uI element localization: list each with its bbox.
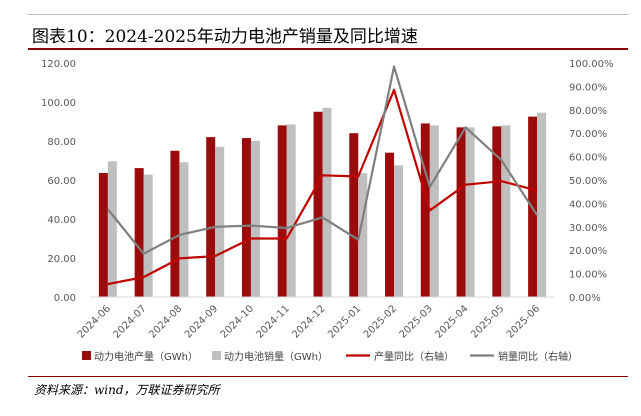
right-tick-label: 50.00% (569, 176, 607, 187)
production-yoy-line (107, 88, 538, 286)
production-bar (492, 126, 502, 297)
line-series-group (107, 65, 539, 286)
legend-sales-label: 动力电池销量（GWh） (224, 350, 328, 363)
sales-yoy-line (107, 65, 539, 255)
production-bar (98, 172, 108, 297)
legend-sales-swatch (212, 351, 221, 360)
sales-bar (179, 162, 189, 297)
sales-bar (537, 112, 547, 297)
production-bar (313, 111, 323, 297)
x-tick-label: 2025-04 (433, 303, 470, 340)
bar-series-group (98, 107, 547, 298)
production-bar (349, 133, 359, 297)
sales-bar (429, 125, 439, 298)
production-bar (420, 123, 430, 297)
x-tick-label: 2024-07 (111, 303, 148, 340)
legend-production-label: 动力电池产量（GWh） (94, 350, 198, 363)
right-tick-label: 0.00% (569, 293, 601, 304)
legend-sales-item: 动力电池销量（GWh） (212, 350, 328, 363)
right-tick-label: 80.00% (569, 106, 607, 117)
legend: 动力电池产量（GWh） 动力电池销量（GWh） 产量同比（右轴） 销量同比（右轴） (82, 350, 578, 363)
right-tick-label: 40.00% (569, 199, 607, 210)
left-tick-label: 0.00 (54, 293, 76, 304)
sales-bar (250, 141, 260, 297)
right-tick-label: 60.00% (569, 153, 607, 164)
left-tick-label: 100.00 (41, 98, 76, 109)
sales-bar (358, 173, 368, 297)
left-tick-label: 80.00 (47, 137, 76, 148)
right-y-axis: 0.00% 10.00% 20.00% 30.00% 40.00% 50.00% 60.00… (569, 59, 614, 304)
sales-bar (322, 107, 332, 297)
x-tick-label: 2025-06 (505, 303, 542, 340)
bottom-rule (28, 376, 628, 377)
sales-bar (394, 165, 404, 297)
x-tick-label: 2025-02 (362, 303, 399, 340)
x-tick-label: 2025-03 (398, 303, 435, 340)
right-tick-label: 30.00% (569, 223, 607, 234)
x-tick-label: 2025-05 (469, 303, 506, 340)
x-tick-label: 2024-10 (219, 303, 256, 340)
left-tick-label: 60.00 (47, 176, 76, 187)
production-bar (456, 127, 466, 297)
left-tick-label: 120.00 (41, 59, 76, 70)
legend-sales-yoy-label: 销量同比（右轴） (498, 350, 578, 363)
legend-sales-yoy-item: 销量同比（右轴） (470, 350, 578, 363)
x-tick-label: 2024-12 (290, 303, 327, 340)
title-rule (28, 48, 628, 50)
production-bar (206, 137, 216, 297)
left-tick-label: 20.00 (47, 254, 76, 265)
source-note: 资料来源：wind，万联证券研究所 (34, 383, 220, 397)
legend-production-yoy-item: 产量同比（右轴） (346, 350, 454, 363)
top-border (28, 14, 628, 15)
right-tick-label: 100.00% (569, 59, 614, 70)
right-tick-label: 70.00% (569, 129, 607, 140)
right-tick-label: 10.00% (569, 270, 607, 281)
production-bar (241, 138, 251, 297)
x-tick-label: 2024-09 (183, 303, 220, 340)
x-tick-label: 2024-06 (76, 303, 113, 340)
left-y-axis: 0.00 20.00 40.00 60.00 80.00 100.00 120.00 (41, 59, 76, 304)
right-tick-label: 20.00% (569, 246, 607, 257)
production-bar (385, 152, 395, 297)
sales-bar (465, 127, 475, 297)
sales-bar (501, 125, 511, 298)
combo-chart: 0.00 20.00 40.00 60.00 80.00 100.00 120.00 0.0… (41, 59, 614, 363)
x-axis: 2024-062024-072024-082024-092024-102024-… (76, 296, 555, 341)
figure-title: 图表10：2024-2025年动力电池产销量及同比增速 (32, 27, 418, 47)
x-tick-label: 2025-01 (326, 303, 363, 340)
production-bar (134, 168, 144, 297)
production-bar (170, 150, 180, 297)
right-tick-label: 90.00% (569, 82, 607, 93)
sales-bar (143, 174, 153, 297)
legend-production-swatch (82, 351, 91, 360)
sales-bar (215, 146, 225, 297)
sales-bar (286, 124, 296, 297)
production-bar (277, 125, 287, 298)
legend-production-yoy-label: 产量同比（右轴） (374, 350, 454, 363)
x-tick-label: 2024-08 (147, 303, 184, 340)
left-tick-label: 40.00 (47, 215, 76, 226)
sales-bar (107, 161, 117, 297)
x-tick-label: 2024-11 (255, 303, 292, 340)
legend-production-item: 动力电池产量（GWh） (82, 350, 198, 363)
figure-title-bar: 图表10：2024-2025年动力电池产销量及同比增速 (28, 18, 628, 48)
